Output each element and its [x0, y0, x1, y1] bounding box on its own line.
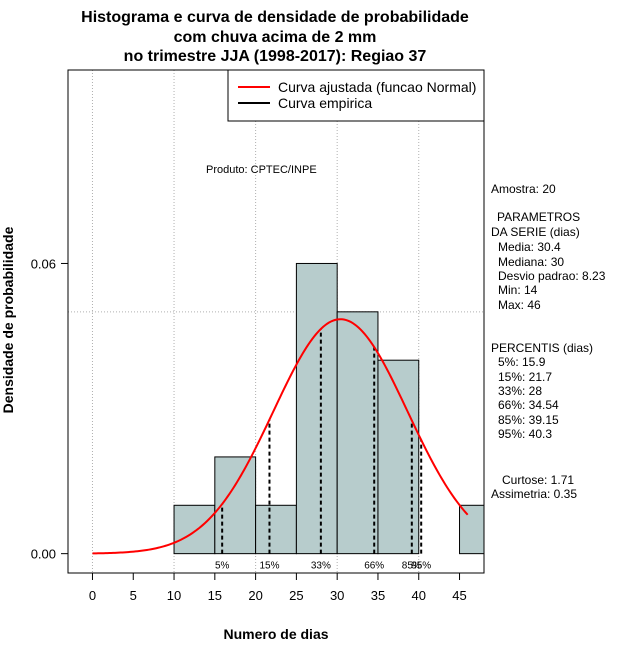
y-axis: 0.00 0.06: [31, 256, 68, 562]
x-tick-label: 5: [130, 588, 137, 603]
param-item: Mediana: 30: [498, 255, 564, 269]
percentile-label: 33%: [311, 561, 331, 572]
x-tick-label: 20: [248, 588, 262, 603]
x-axis-title: Numero de dias: [223, 626, 328, 642]
percentil-item: 15%: 21.7: [498, 370, 552, 384]
histogram-bar: [336, 311, 379, 555]
fitted-curve: [92, 318, 469, 555]
histogram-bar: [295, 262, 338, 555]
legend-label-fitted: Curva ajustada (funcao Normal): [278, 79, 476, 95]
legend-label-empirical: Curva empirica: [278, 95, 372, 111]
x-tick-label: 25: [289, 588, 303, 603]
histogram-bars: [173, 262, 485, 555]
kurtosis: Curtose: 1.71: [502, 473, 574, 487]
params-header-2: DA SERIE (dias): [491, 225, 580, 239]
legend: Curva ajustada (funcao Normal) Curva emp…: [227, 69, 485, 122]
x-tick-label: 30: [330, 588, 344, 603]
fitted-normal-curve: [92, 318, 469, 555]
x-tick-label: 10: [167, 588, 181, 603]
param-item: Desvio padrao: 8.23: [498, 269, 606, 283]
legend-box: [227, 69, 485, 122]
chart-title-line-3: no trimestre JJA (1998-2017): Regiao 37: [124, 48, 427, 65]
skewness: Assimetria: 0.35: [491, 487, 577, 501]
y-axis-title: Densidade de probabilidade: [0, 226, 16, 413]
percentil-item: 85%: 39.15: [498, 413, 559, 427]
param-item: Media: 30.4: [498, 240, 561, 254]
param-item: Max: 46: [498, 298, 541, 312]
y-tick-label: 0.00: [31, 547, 56, 562]
histogram-bar: [459, 504, 485, 555]
percentil-item: 66%: 34.54: [498, 398, 559, 412]
chart-title-line-2: com chuva acima de 2 mm: [174, 29, 377, 46]
statistics-panel: Amostra: 20 PARAMETROS DA SERIE (dias) M…: [491, 182, 606, 501]
percentil-item: 5%: 15.9: [498, 355, 546, 369]
histogram-bar: [173, 504, 216, 555]
x-axis: 0 5 10 15 20 25 30 35 40 45: [89, 572, 467, 603]
percentil-item: 95%: 40.3: [498, 427, 552, 441]
x-tick-label: 35: [371, 588, 385, 603]
chart-title-line-1: Histograma e curva de densidade de proba…: [81, 9, 469, 26]
param-item: Min: 14: [498, 283, 538, 297]
percentile-label: 85%: [402, 561, 422, 572]
percentile-markers: 5% 15% 33% 66% 85%95%: [215, 328, 431, 572]
percentil-item: 33%: 28: [498, 384, 542, 398]
x-tick-label: 15: [208, 588, 222, 603]
y-tick-label: 0.06: [31, 256, 56, 271]
histogram-bar: [255, 504, 297, 555]
percentile-label: 66%: [364, 561, 384, 572]
percentile-label: 15%: [259, 561, 279, 572]
x-tick-label: 0: [89, 588, 96, 603]
product-label: Produto: CPTEC/INPE: [206, 164, 317, 176]
x-tick-label: 40: [412, 588, 426, 603]
percentile-label: 95%: [411, 561, 431, 572]
percentis-header: PERCENTIS (dias): [491, 341, 593, 355]
percentile-label: 5%: [215, 561, 230, 572]
sample-size: Amostra: 20: [491, 182, 556, 196]
params-header-1: PARAMETROS: [497, 210, 580, 224]
x-tick-label: 45: [452, 588, 466, 603]
